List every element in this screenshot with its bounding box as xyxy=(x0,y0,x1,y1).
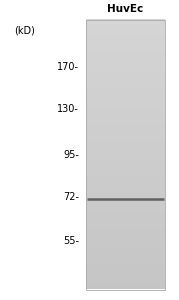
Text: (kD): (kD) xyxy=(14,26,35,35)
Text: HuvEc: HuvEc xyxy=(107,4,143,14)
Text: 95-: 95- xyxy=(63,149,79,160)
Text: 72-: 72- xyxy=(63,191,79,202)
Text: 55-: 55- xyxy=(63,236,79,247)
Text: 170-: 170- xyxy=(57,62,79,73)
Bar xyxy=(86,20,165,290)
Text: 130-: 130- xyxy=(57,104,79,115)
